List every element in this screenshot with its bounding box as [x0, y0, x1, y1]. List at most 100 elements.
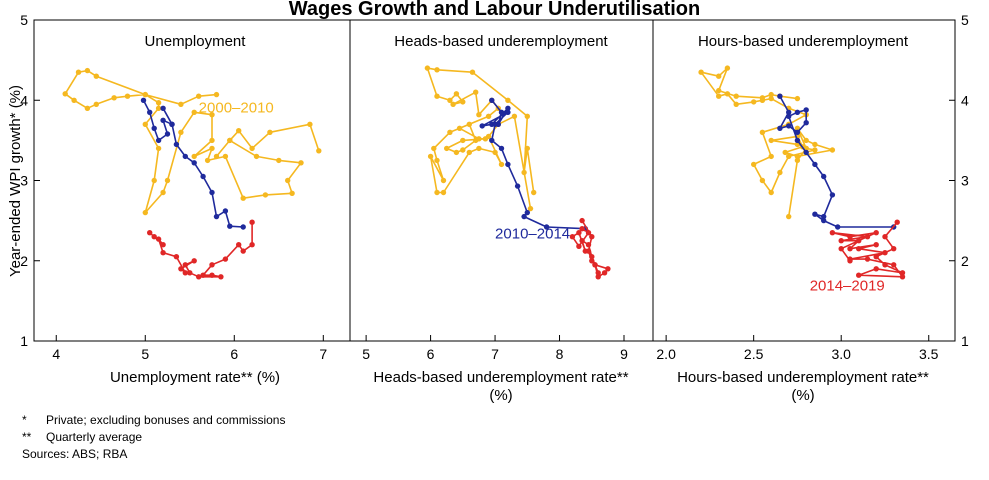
data-point	[209, 145, 215, 152]
data-point	[716, 93, 722, 99]
data-point	[829, 192, 836, 198]
data-point	[592, 262, 598, 268]
data-point	[589, 254, 595, 260]
data-point	[249, 242, 255, 248]
data-point	[434, 157, 440, 164]
y-tick-label-left: 4	[20, 92, 28, 108]
data-point	[498, 145, 505, 152]
data-point	[434, 93, 440, 99]
data-point	[431, 145, 437, 152]
data-point	[829, 230, 836, 236]
y-tick-label-left: 1	[20, 333, 28, 349]
data-point	[569, 234, 576, 240]
y-tick-label-right: 3	[961, 173, 969, 189]
data-point	[794, 109, 801, 116]
data-point	[794, 95, 801, 102]
data-point	[262, 192, 269, 198]
data-point	[204, 157, 211, 164]
data-point	[768, 95, 774, 102]
data-point	[213, 153, 220, 160]
data-point	[196, 274, 202, 280]
data-point	[531, 189, 537, 196]
data-point	[595, 270, 601, 276]
data-point	[84, 67, 91, 74]
data-point	[200, 173, 206, 180]
data-point	[864, 234, 871, 240]
x-tick-label: 3.5	[919, 346, 939, 362]
data-point	[524, 145, 530, 152]
data-point	[899, 270, 906, 276]
data-point	[124, 93, 131, 99]
data-point	[111, 95, 117, 101]
data-point	[191, 153, 197, 160]
data-point	[803, 107, 809, 113]
data-point	[147, 230, 153, 236]
data-point	[856, 246, 862, 252]
data-point	[473, 89, 479, 95]
data-point	[838, 246, 844, 252]
footnotes: * Private; excluding bonuses and commiss…	[22, 412, 285, 463]
footnote-text: Private; excluding bonuses and commissio…	[46, 413, 286, 427]
data-point	[440, 177, 447, 184]
data-point	[821, 173, 827, 180]
data-point	[307, 121, 313, 128]
y-tick-label-left: 3	[20, 173, 28, 189]
data-point	[521, 213, 527, 220]
data-point	[873, 254, 879, 260]
data-point	[196, 93, 202, 99]
data-point	[716, 87, 722, 94]
data-point	[782, 149, 788, 156]
y-tick-label-right: 5	[961, 12, 969, 28]
data-point	[786, 113, 792, 120]
data-point	[147, 109, 153, 116]
data-point	[498, 109, 505, 116]
data-point	[733, 101, 739, 108]
data-point	[240, 195, 246, 201]
data-point	[759, 129, 766, 135]
data-point	[899, 274, 906, 280]
data-point	[768, 153, 774, 160]
x-axis-label-heads-unit: (%)	[489, 387, 512, 404]
x-tick-label: 5	[362, 346, 370, 362]
data-point	[285, 177, 291, 184]
data-point	[316, 148, 322, 154]
data-point	[527, 205, 534, 212]
data-point	[873, 266, 879, 272]
data-point	[812, 147, 818, 153]
data-point	[751, 99, 757, 105]
x-tick-label: 4	[52, 346, 60, 362]
data-point	[882, 234, 888, 240]
x-tick-label: 8	[556, 346, 564, 362]
x-tick-label: 9	[620, 346, 628, 362]
y-axis-label: Year-ended WPI growth* (%)	[7, 85, 24, 277]
data-point	[187, 270, 193, 276]
data-point	[579, 226, 585, 232]
data-point	[178, 129, 184, 135]
footnote: ** Quarterly average	[22, 429, 285, 446]
data-point	[724, 91, 731, 97]
data-point	[213, 91, 220, 98]
series-2010-2014-panel-1	[140, 97, 246, 230]
x-tick-label: 3.0	[831, 346, 851, 362]
data-point	[894, 219, 900, 225]
y-tick-label-right: 1	[961, 333, 969, 349]
data-point	[821, 217, 827, 224]
data-point	[71, 97, 77, 104]
data-point	[891, 246, 897, 252]
x-axis-label-unemployment: Unemployment rate** (%)	[110, 369, 280, 386]
data-point	[142, 209, 148, 216]
data-point	[473, 137, 479, 144]
data-point	[227, 223, 233, 229]
series-2000-2010-panel-1	[62, 67, 322, 216]
data-point	[724, 65, 731, 71]
series-annotation: 2014–2019	[810, 277, 885, 294]
data-point	[178, 266, 184, 272]
data-point	[160, 117, 166, 124]
data-point	[298, 160, 304, 166]
data-point	[151, 125, 157, 131]
data-point	[589, 258, 595, 264]
data-point	[93, 101, 100, 108]
data-point	[485, 133, 492, 140]
data-point	[182, 270, 188, 276]
data-point	[751, 161, 757, 168]
